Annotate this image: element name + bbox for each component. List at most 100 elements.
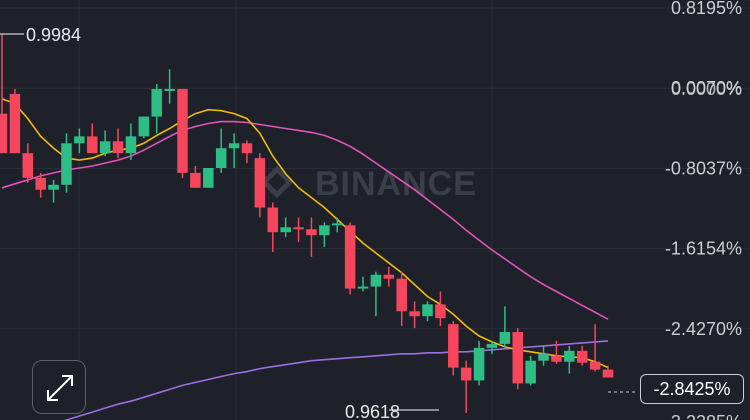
candle bbox=[473, 340, 485, 386]
y-axis-labels: 0.8195% 0.0070% -0.8037% -1.6154% -2.4270% 0.… bbox=[665, 0, 742, 420]
candle-body bbox=[383, 274, 395, 279]
candle-body bbox=[448, 324, 459, 368]
candle bbox=[0, 34, 8, 154]
ma-long-line bbox=[63, 340, 609, 420]
candle bbox=[306, 217, 317, 257]
candle bbox=[203, 168, 214, 188]
candle bbox=[383, 266, 395, 287]
candle-body bbox=[499, 332, 511, 344]
candle bbox=[448, 321, 459, 376]
candle-body bbox=[177, 88, 188, 173]
candle bbox=[35, 172, 46, 198]
candle bbox=[190, 166, 201, 188]
candle bbox=[538, 345, 549, 366]
candle bbox=[551, 340, 562, 364]
candle-body bbox=[525, 360, 536, 384]
candle bbox=[228, 133, 240, 168]
candle bbox=[602, 365, 614, 378]
candle-body bbox=[99, 141, 111, 154]
candle bbox=[280, 217, 291, 238]
y-tick-label-overlap: 0.0000% bbox=[671, 79, 742, 99]
watermark-text: BINANCE bbox=[315, 165, 477, 203]
candle bbox=[512, 328, 523, 390]
candle-body bbox=[409, 311, 420, 317]
candle bbox=[138, 116, 150, 139]
candle-body bbox=[396, 278, 407, 312]
candle-body bbox=[538, 353, 549, 361]
moving-average-lines bbox=[1, 98, 609, 420]
current-value-badge: -2.8425% bbox=[640, 374, 744, 404]
candle bbox=[564, 345, 575, 374]
candle bbox=[241, 140, 253, 164]
ma-mid-line bbox=[1, 120, 609, 320]
expand-button[interactable] bbox=[32, 360, 86, 414]
watermark-logo-icon bbox=[260, 165, 294, 199]
candle bbox=[22, 143, 34, 183]
candle-body bbox=[164, 88, 175, 91]
candle bbox=[396, 271, 407, 327]
candle-body bbox=[35, 177, 46, 190]
candle bbox=[87, 123, 98, 154]
candle-body bbox=[190, 172, 201, 188]
candle-body bbox=[61, 143, 72, 185]
candle-body bbox=[486, 343, 498, 348]
candle bbox=[589, 324, 601, 372]
candle bbox=[164, 69, 175, 104]
candle-body bbox=[22, 153, 34, 178]
candle-body bbox=[112, 141, 124, 154]
candle bbox=[331, 217, 343, 233]
candle bbox=[409, 301, 420, 329]
candle bbox=[215, 128, 227, 173]
candle-body bbox=[512, 332, 523, 384]
candle bbox=[9, 88, 21, 154]
candle-body bbox=[48, 184, 59, 190]
candle bbox=[525, 355, 536, 386]
candle bbox=[576, 345, 588, 366]
candle bbox=[357, 276, 369, 292]
y-tick-label: -0.8037% bbox=[665, 158, 742, 178]
candle-body bbox=[87, 136, 98, 154]
candle bbox=[319, 222, 330, 248]
candle bbox=[125, 123, 137, 161]
candle-body bbox=[280, 227, 291, 233]
candle bbox=[112, 128, 124, 159]
candle bbox=[293, 217, 304, 243]
y-tick-label-partial: -3.2385% bbox=[665, 412, 742, 420]
candle-body bbox=[0, 113, 8, 154]
candle-body bbox=[319, 225, 330, 236]
y-tick-label: 0.0070% bbox=[671, 78, 742, 98]
candle-body bbox=[460, 367, 472, 381]
candle-body bbox=[125, 136, 137, 154]
candle-body bbox=[138, 116, 150, 137]
candle-body bbox=[344, 225, 356, 289]
y-tick-label: -1.6154% bbox=[665, 239, 742, 259]
candle bbox=[435, 291, 446, 327]
candle bbox=[267, 202, 279, 252]
candle bbox=[460, 360, 472, 414]
candle-body bbox=[203, 168, 214, 188]
candle bbox=[99, 130, 111, 157]
candle bbox=[486, 340, 498, 354]
candle-body bbox=[589, 361, 601, 370]
candle-body bbox=[357, 286, 369, 289]
candle-body bbox=[602, 369, 614, 378]
candle bbox=[61, 133, 72, 193]
candle-body bbox=[254, 158, 266, 208]
high-label: 0.9984 bbox=[26, 25, 81, 45]
candle bbox=[254, 153, 266, 218]
candle bbox=[74, 128, 85, 154]
candles bbox=[0, 34, 614, 414]
candle-body bbox=[151, 88, 162, 117]
candle bbox=[48, 179, 59, 203]
candle-body bbox=[241, 143, 253, 154]
candle-body bbox=[576, 350, 588, 363]
candle bbox=[499, 306, 511, 348]
candle-body bbox=[9, 93, 21, 154]
candle-body bbox=[564, 350, 575, 362]
candle bbox=[344, 222, 356, 295]
expand-icon bbox=[47, 375, 73, 401]
ma-short-line bbox=[1, 98, 609, 369]
